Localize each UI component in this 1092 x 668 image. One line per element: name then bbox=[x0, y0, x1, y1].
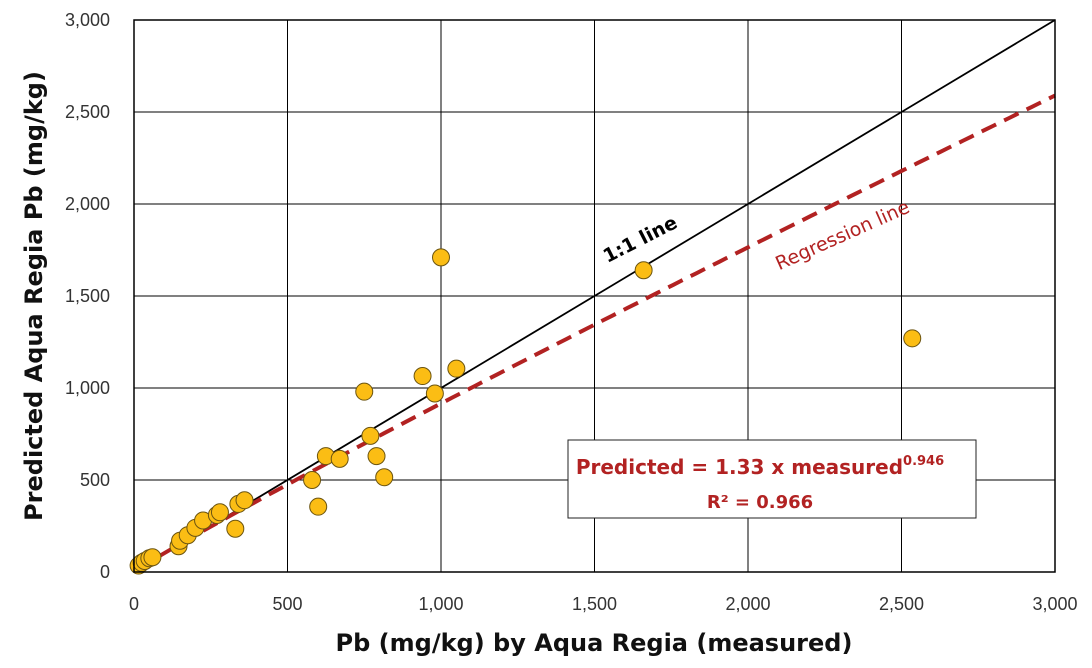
equation-box-border bbox=[567, 439, 977, 519]
data-point bbox=[447, 359, 466, 378]
data-point bbox=[634, 261, 653, 280]
x-tick-label: 2,500 bbox=[879, 594, 924, 614]
data-point bbox=[432, 248, 450, 267]
y-tick-label: 1,500 bbox=[65, 286, 110, 306]
data-point bbox=[355, 382, 374, 401]
regression-line bbox=[137, 93, 1056, 571]
data-point bbox=[367, 447, 386, 466]
data-point bbox=[210, 503, 229, 522]
data-point bbox=[413, 367, 432, 386]
y-axis-ticks: 0 500 1,000 1,500 2,000 2,500 3,000 bbox=[65, 10, 110, 582]
equation-main: Predicted = 1.33 x measured bbox=[576, 455, 903, 479]
data-point bbox=[330, 449, 349, 468]
y-tick-label: 0 bbox=[100, 562, 110, 582]
y-tick-label: 500 bbox=[80, 470, 110, 490]
y-tick-label: 2,000 bbox=[65, 194, 110, 214]
x-tick-label: 3,000 bbox=[1032, 594, 1077, 614]
equation-box: Predicted = 1.33 x measured0.946 R² = 0.… bbox=[567, 439, 977, 519]
x-tick-label: 500 bbox=[272, 594, 302, 614]
y-tick-label: 2,500 bbox=[65, 102, 110, 122]
data-point bbox=[309, 497, 328, 516]
data-point bbox=[235, 491, 254, 510]
y-tick-label: 1,000 bbox=[65, 378, 110, 398]
reference-lines bbox=[133, 19, 1056, 573]
r-squared: R² = 0.966 bbox=[707, 492, 813, 513]
data-points bbox=[129, 248, 922, 575]
x-tick-label: 1,500 bbox=[572, 594, 617, 614]
y-axis-title: Predicted Aqua Regia Pb (mg/kg) bbox=[20, 71, 48, 521]
data-point bbox=[425, 384, 444, 403]
data-point bbox=[226, 519, 245, 538]
x-tick-label: 2,000 bbox=[725, 594, 770, 614]
identity-line bbox=[133, 19, 1056, 573]
x-tick-label: 1,000 bbox=[418, 594, 463, 614]
data-point bbox=[903, 329, 922, 348]
data-point bbox=[143, 548, 162, 567]
y-tick-label: 3,000 bbox=[65, 10, 110, 30]
equation-exponent: 0.946 bbox=[903, 454, 944, 469]
data-point bbox=[375, 468, 394, 487]
data-point bbox=[361, 426, 380, 445]
x-tick-label: 0 bbox=[129, 594, 139, 614]
plot-frame bbox=[133, 19, 1056, 573]
equation-line: Predicted = 1.33 x measured0.946 bbox=[576, 454, 944, 479]
x-axis-ticks: 0 500 1,000 1,500 2,000 2,500 3,000 bbox=[129, 594, 1078, 614]
x-axis-title: Pb (mg/kg) by Aqua Regia (measured) bbox=[336, 629, 853, 657]
data-point bbox=[303, 471, 322, 489]
